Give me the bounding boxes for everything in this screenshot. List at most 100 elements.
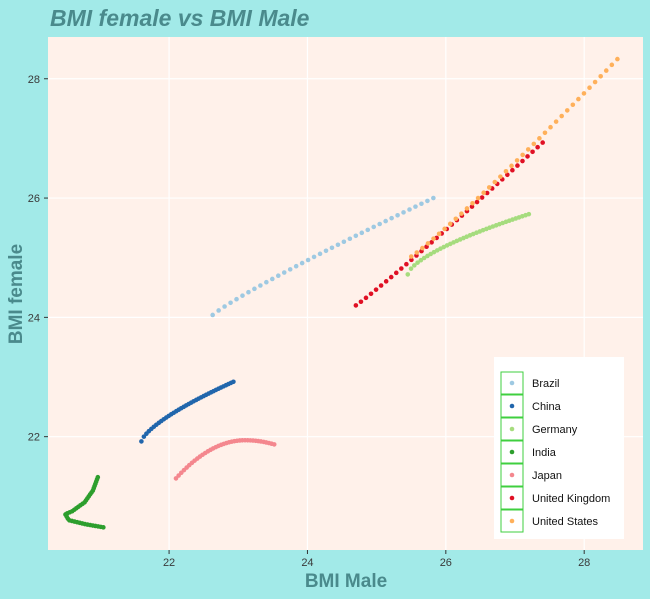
point-united-states <box>598 74 603 79</box>
point-united-kingdom <box>404 261 409 267</box>
legend-swatch <box>509 449 515 455</box>
series-germany <box>405 211 532 277</box>
legend-swatch <box>509 380 515 386</box>
series-united-kingdom <box>353 140 545 308</box>
point-brazil <box>401 210 406 215</box>
point-brazil <box>275 273 281 279</box>
legend-item-india: India <box>500 440 557 464</box>
legend-item-japan: Japan <box>500 463 562 487</box>
point-brazil <box>317 251 323 257</box>
point-brazil <box>377 221 382 227</box>
legend-items: Brazil China Germany India Japan United Kingd… <box>500 371 610 533</box>
y-tick-label: 28 <box>28 74 40 86</box>
point-united-states <box>414 250 420 255</box>
point-united-states <box>537 136 542 141</box>
point-brazil <box>413 204 418 209</box>
point-united-states <box>609 62 615 68</box>
x-tick-label: 28 <box>578 557 590 569</box>
point-brazil <box>228 300 233 306</box>
point-united-states <box>431 236 436 241</box>
point-united-kingdom <box>393 270 399 276</box>
point-brazil <box>407 207 412 212</box>
series-japan <box>173 437 277 481</box>
point-brazil <box>264 279 269 285</box>
point-brazil <box>270 276 275 282</box>
point-brazil <box>311 254 317 260</box>
legend-label: India <box>532 447 557 459</box>
point-brazil <box>216 308 221 313</box>
point-united-states <box>498 174 503 179</box>
point-brazil <box>258 283 263 288</box>
point-united-states <box>559 113 564 119</box>
point-japan <box>271 442 277 447</box>
y-tick-label: 26 <box>28 193 40 205</box>
point-united-kingdom <box>510 167 515 173</box>
point-united-states <box>459 211 464 216</box>
point-united-kingdom <box>399 266 404 271</box>
point-united-kingdom <box>525 154 530 159</box>
point-united-states <box>520 152 525 158</box>
point-germany <box>421 255 427 261</box>
point-united-states <box>553 119 559 124</box>
grid-lines <box>48 37 643 550</box>
point-united-kingdom <box>358 299 364 305</box>
y-tick-label: 24 <box>28 312 40 324</box>
legend-item-brazil: Brazil <box>500 371 560 395</box>
legend-item-united-states: United States <box>500 509 599 533</box>
legend-label: United Kingdom <box>532 493 610 505</box>
x-axis-title: BMI Male <box>305 571 387 592</box>
point-brazil <box>246 289 251 295</box>
point-united-states <box>576 96 581 102</box>
point-united-kingdom <box>484 190 490 196</box>
chart-title: BMI female vs BMI Male <box>50 5 310 31</box>
point-united-states <box>442 226 447 232</box>
point-united-states <box>542 130 548 136</box>
point-united-states <box>464 206 470 211</box>
point-united-states <box>564 108 570 113</box>
point-united-states <box>548 124 553 130</box>
point-brazil <box>234 296 239 302</box>
point-united-kingdom <box>388 274 394 280</box>
point-united-states <box>509 163 514 169</box>
point-brazil <box>329 245 335 251</box>
point-united-states <box>525 147 531 152</box>
point-brazil <box>347 236 353 242</box>
legend-label: United States <box>532 516 599 528</box>
point-united-kingdom <box>378 283 384 288</box>
legend-label: Germany <box>532 424 578 436</box>
point-germany <box>408 266 414 271</box>
y-axis-title: BMI female <box>6 244 27 344</box>
point-brazil <box>425 198 430 204</box>
point-brazil <box>293 263 299 269</box>
point-united-kingdom <box>409 257 414 263</box>
point-united-states <box>570 102 576 108</box>
point-united-kingdom <box>515 163 520 168</box>
legend-swatch <box>509 426 515 432</box>
legend-label: Japan <box>532 470 562 482</box>
point-germany <box>405 272 411 277</box>
point-brazil <box>359 230 365 236</box>
axis-ticks: 22 24 26 28 22 24 26 28 <box>28 74 591 569</box>
legend-label: China <box>532 401 562 413</box>
point-united-states <box>453 216 459 222</box>
point-united-states <box>447 221 453 227</box>
series-united-states <box>408 56 620 259</box>
point-united-kingdom <box>479 195 485 200</box>
point-united-kingdom <box>429 240 434 245</box>
point-united-kingdom <box>474 199 480 205</box>
point-united-states <box>492 179 498 185</box>
point-united-states <box>503 168 509 174</box>
point-united-states <box>581 91 587 96</box>
point-germany <box>412 263 417 268</box>
legend-swatch <box>509 403 515 409</box>
point-brazil <box>252 286 257 292</box>
point-brazil <box>323 248 329 254</box>
point-brazil <box>383 218 388 224</box>
point-germany <box>415 260 420 265</box>
point-brazil <box>395 212 400 218</box>
point-brazil <box>431 195 436 201</box>
point-brazil <box>210 312 215 318</box>
point-united-kingdom <box>540 140 545 145</box>
point-united-states <box>475 195 481 201</box>
point-brazil <box>371 224 377 230</box>
